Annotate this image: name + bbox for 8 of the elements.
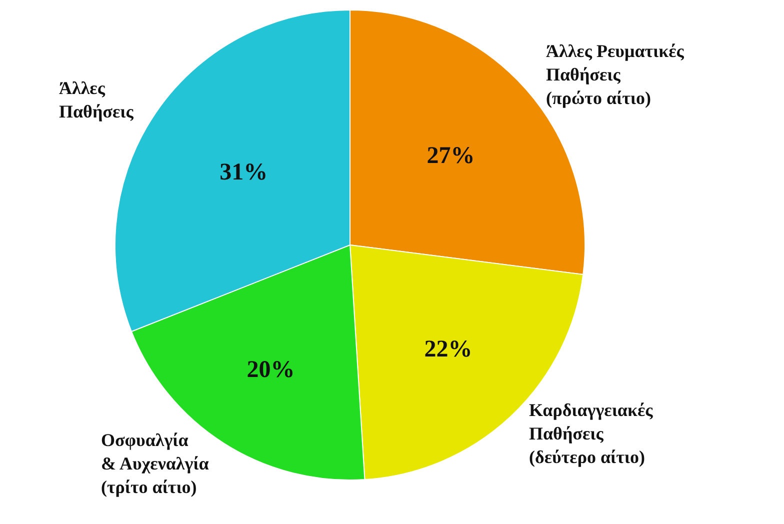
data-label: 22% [424, 336, 472, 363]
slice-label: Καρδιαγγειακές Παθήσεις (δεύτερο αίτιο) [529, 400, 654, 467]
slice-label: Άλλες Παθήσεις [59, 78, 134, 122]
slice-label: Άλλες Ρευματικές Παθήσεις (πρώτο αίτιο) [546, 41, 684, 108]
data-label: 31% [220, 160, 268, 186]
slice-label: Οσφυαλγία & Αυχεναλγία (τρίτο αίτιο) [101, 430, 209, 497]
data-label: 20% [246, 356, 295, 383]
data-label: 27% [426, 143, 475, 170]
